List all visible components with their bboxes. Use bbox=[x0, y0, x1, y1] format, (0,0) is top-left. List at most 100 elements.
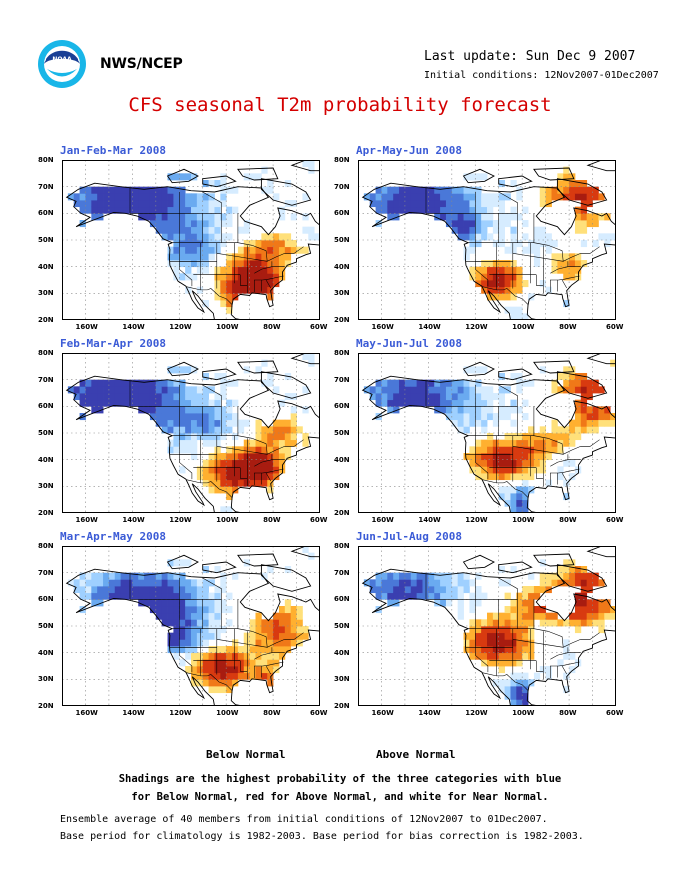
lat-tick-label: 80N bbox=[334, 542, 350, 550]
lat-tick-label: 30N bbox=[334, 289, 350, 298]
initial-conditions: Initial conditions: 12Nov2007-01Dec2007 bbox=[424, 70, 659, 81]
lon-tick-label: 100W bbox=[216, 323, 239, 331]
forecast-map bbox=[358, 353, 616, 513]
lat-tick-label: 30N bbox=[38, 289, 54, 298]
lat-tick-label: 60N bbox=[38, 402, 54, 411]
lat-tick-label: 20N bbox=[38, 316, 54, 324]
coastlines bbox=[65, 546, 320, 706]
lat-tick-label: 60N bbox=[334, 402, 350, 411]
lon-tick-label: 60W bbox=[606, 516, 624, 524]
lat-tick-label: 70N bbox=[334, 568, 350, 577]
footer-line-2: Base period for climatology is 1982-2003… bbox=[60, 831, 584, 842]
panel-title: Feb-Mar-Apr 2008 bbox=[60, 337, 166, 350]
page-title: CFS seasonal T2m probability forecast bbox=[128, 94, 552, 116]
lon-tick-label: 160W bbox=[371, 709, 394, 717]
probability-shading bbox=[67, 160, 320, 314]
probability-shading bbox=[67, 546, 315, 694]
lat-tick-label: 40N bbox=[334, 648, 350, 657]
lon-tick-label: 100W bbox=[512, 323, 535, 331]
lon-tick-label: 80W bbox=[263, 709, 281, 717]
lat-tick-label: 30N bbox=[334, 482, 350, 491]
lat-tick-label: 30N bbox=[38, 675, 54, 684]
lon-tick-label: 100W bbox=[216, 516, 239, 524]
coastlines bbox=[361, 546, 616, 706]
lon-tick-label: 80W bbox=[263, 516, 281, 524]
lat-tick-label: 40N bbox=[38, 455, 54, 464]
lat-tick-label: 80N bbox=[334, 349, 350, 357]
note-line-1: Shadings are the highest probability of … bbox=[118, 773, 562, 785]
lat-tick-label: 50N bbox=[334, 622, 350, 630]
lat-tick-label: 50N bbox=[38, 622, 54, 630]
lon-tick-label: 100W bbox=[216, 709, 239, 717]
lon-tick-label: 160W bbox=[75, 323, 98, 331]
forecast-map bbox=[62, 546, 320, 706]
lat-tick-label: 20N bbox=[38, 509, 54, 517]
coastlines bbox=[361, 353, 616, 513]
lat-tick-label: 60N bbox=[38, 209, 54, 218]
lat-tick-label: 50N bbox=[38, 236, 54, 244]
lat-tick-label: 20N bbox=[334, 509, 350, 517]
forecast-map bbox=[62, 160, 320, 320]
probability-shading bbox=[67, 353, 315, 513]
lat-tick-label: 70N bbox=[38, 182, 54, 191]
panel-title: Jan-Feb-Mar 2008 bbox=[60, 144, 166, 157]
forecast-map bbox=[358, 160, 616, 320]
lon-tick-label: 120W bbox=[465, 709, 488, 717]
lon-tick-label: 60W bbox=[606, 709, 624, 717]
lon-tick-label: 140W bbox=[418, 516, 441, 524]
lon-tick-label: 140W bbox=[122, 323, 145, 331]
lon-tick-label: 140W bbox=[418, 323, 441, 331]
lat-tick-label: 40N bbox=[334, 455, 350, 464]
lat-tick-label: 50N bbox=[334, 236, 350, 244]
lat-tick-label: 20N bbox=[334, 316, 350, 324]
lat-tick-label: 80N bbox=[334, 156, 350, 164]
lat-tick-label: 20N bbox=[38, 702, 54, 710]
coastlines bbox=[65, 160, 320, 320]
political-borders bbox=[129, 573, 304, 691]
lat-tick-label: 30N bbox=[38, 482, 54, 491]
lon-tick-label: 160W bbox=[371, 516, 394, 524]
lat-tick-label: 70N bbox=[334, 182, 350, 191]
lat-tick-label: 70N bbox=[38, 568, 54, 577]
lat-tick-label: 60N bbox=[334, 595, 350, 604]
legend-above-label: Above Normal bbox=[376, 748, 456, 761]
forecast-map bbox=[358, 546, 616, 706]
lon-tick-label: 80W bbox=[559, 709, 577, 717]
forecast-map bbox=[62, 353, 320, 513]
lon-tick-label: 120W bbox=[169, 516, 192, 524]
lat-tick-label: 60N bbox=[334, 209, 350, 218]
lat-tick-label: 80N bbox=[38, 349, 54, 357]
last-update: Last update: Sun Dec 9 2007 bbox=[424, 49, 636, 64]
lat-tick-label: 50N bbox=[334, 429, 350, 437]
lat-tick-label: 50N bbox=[38, 429, 54, 437]
note-line-2: for Below Normal, red for Above Normal, … bbox=[131, 791, 549, 803]
svg-text:NOAA: NOAA bbox=[52, 56, 72, 63]
lon-tick-label: 80W bbox=[559, 323, 577, 331]
lon-tick-label: 120W bbox=[169, 323, 192, 331]
lon-tick-label: 160W bbox=[371, 323, 394, 331]
political-borders bbox=[425, 573, 600, 691]
political-borders bbox=[425, 380, 600, 498]
panel-title: May-Jun-Jul 2008 bbox=[356, 337, 462, 350]
lat-tick-label: 30N bbox=[334, 675, 350, 684]
probability-shading bbox=[363, 359, 616, 513]
coastlines bbox=[361, 160, 616, 320]
lon-tick-label: 120W bbox=[465, 323, 488, 331]
footer-line-1: Ensemble average of 40 members from init… bbox=[60, 814, 548, 825]
lat-tick-label: 20N bbox=[334, 702, 350, 710]
lat-tick-label: 70N bbox=[38, 375, 54, 384]
noaa-logo-icon: NOAA bbox=[38, 40, 86, 88]
coastlines bbox=[65, 353, 320, 513]
lon-tick-label: 160W bbox=[75, 709, 98, 717]
political-borders bbox=[425, 187, 600, 305]
lat-tick-label: 40N bbox=[38, 648, 54, 657]
lon-tick-label: 140W bbox=[122, 516, 145, 524]
political-borders bbox=[129, 187, 304, 305]
probability-shading bbox=[363, 166, 616, 320]
lon-tick-label: 140W bbox=[122, 709, 145, 717]
org-name: NWS/NCEP bbox=[100, 56, 183, 72]
lon-tick-label: 80W bbox=[559, 516, 577, 524]
panel-title: Mar-Apr-May 2008 bbox=[60, 530, 166, 543]
lat-tick-label: 80N bbox=[38, 156, 54, 164]
lon-tick-label: 120W bbox=[169, 709, 192, 717]
